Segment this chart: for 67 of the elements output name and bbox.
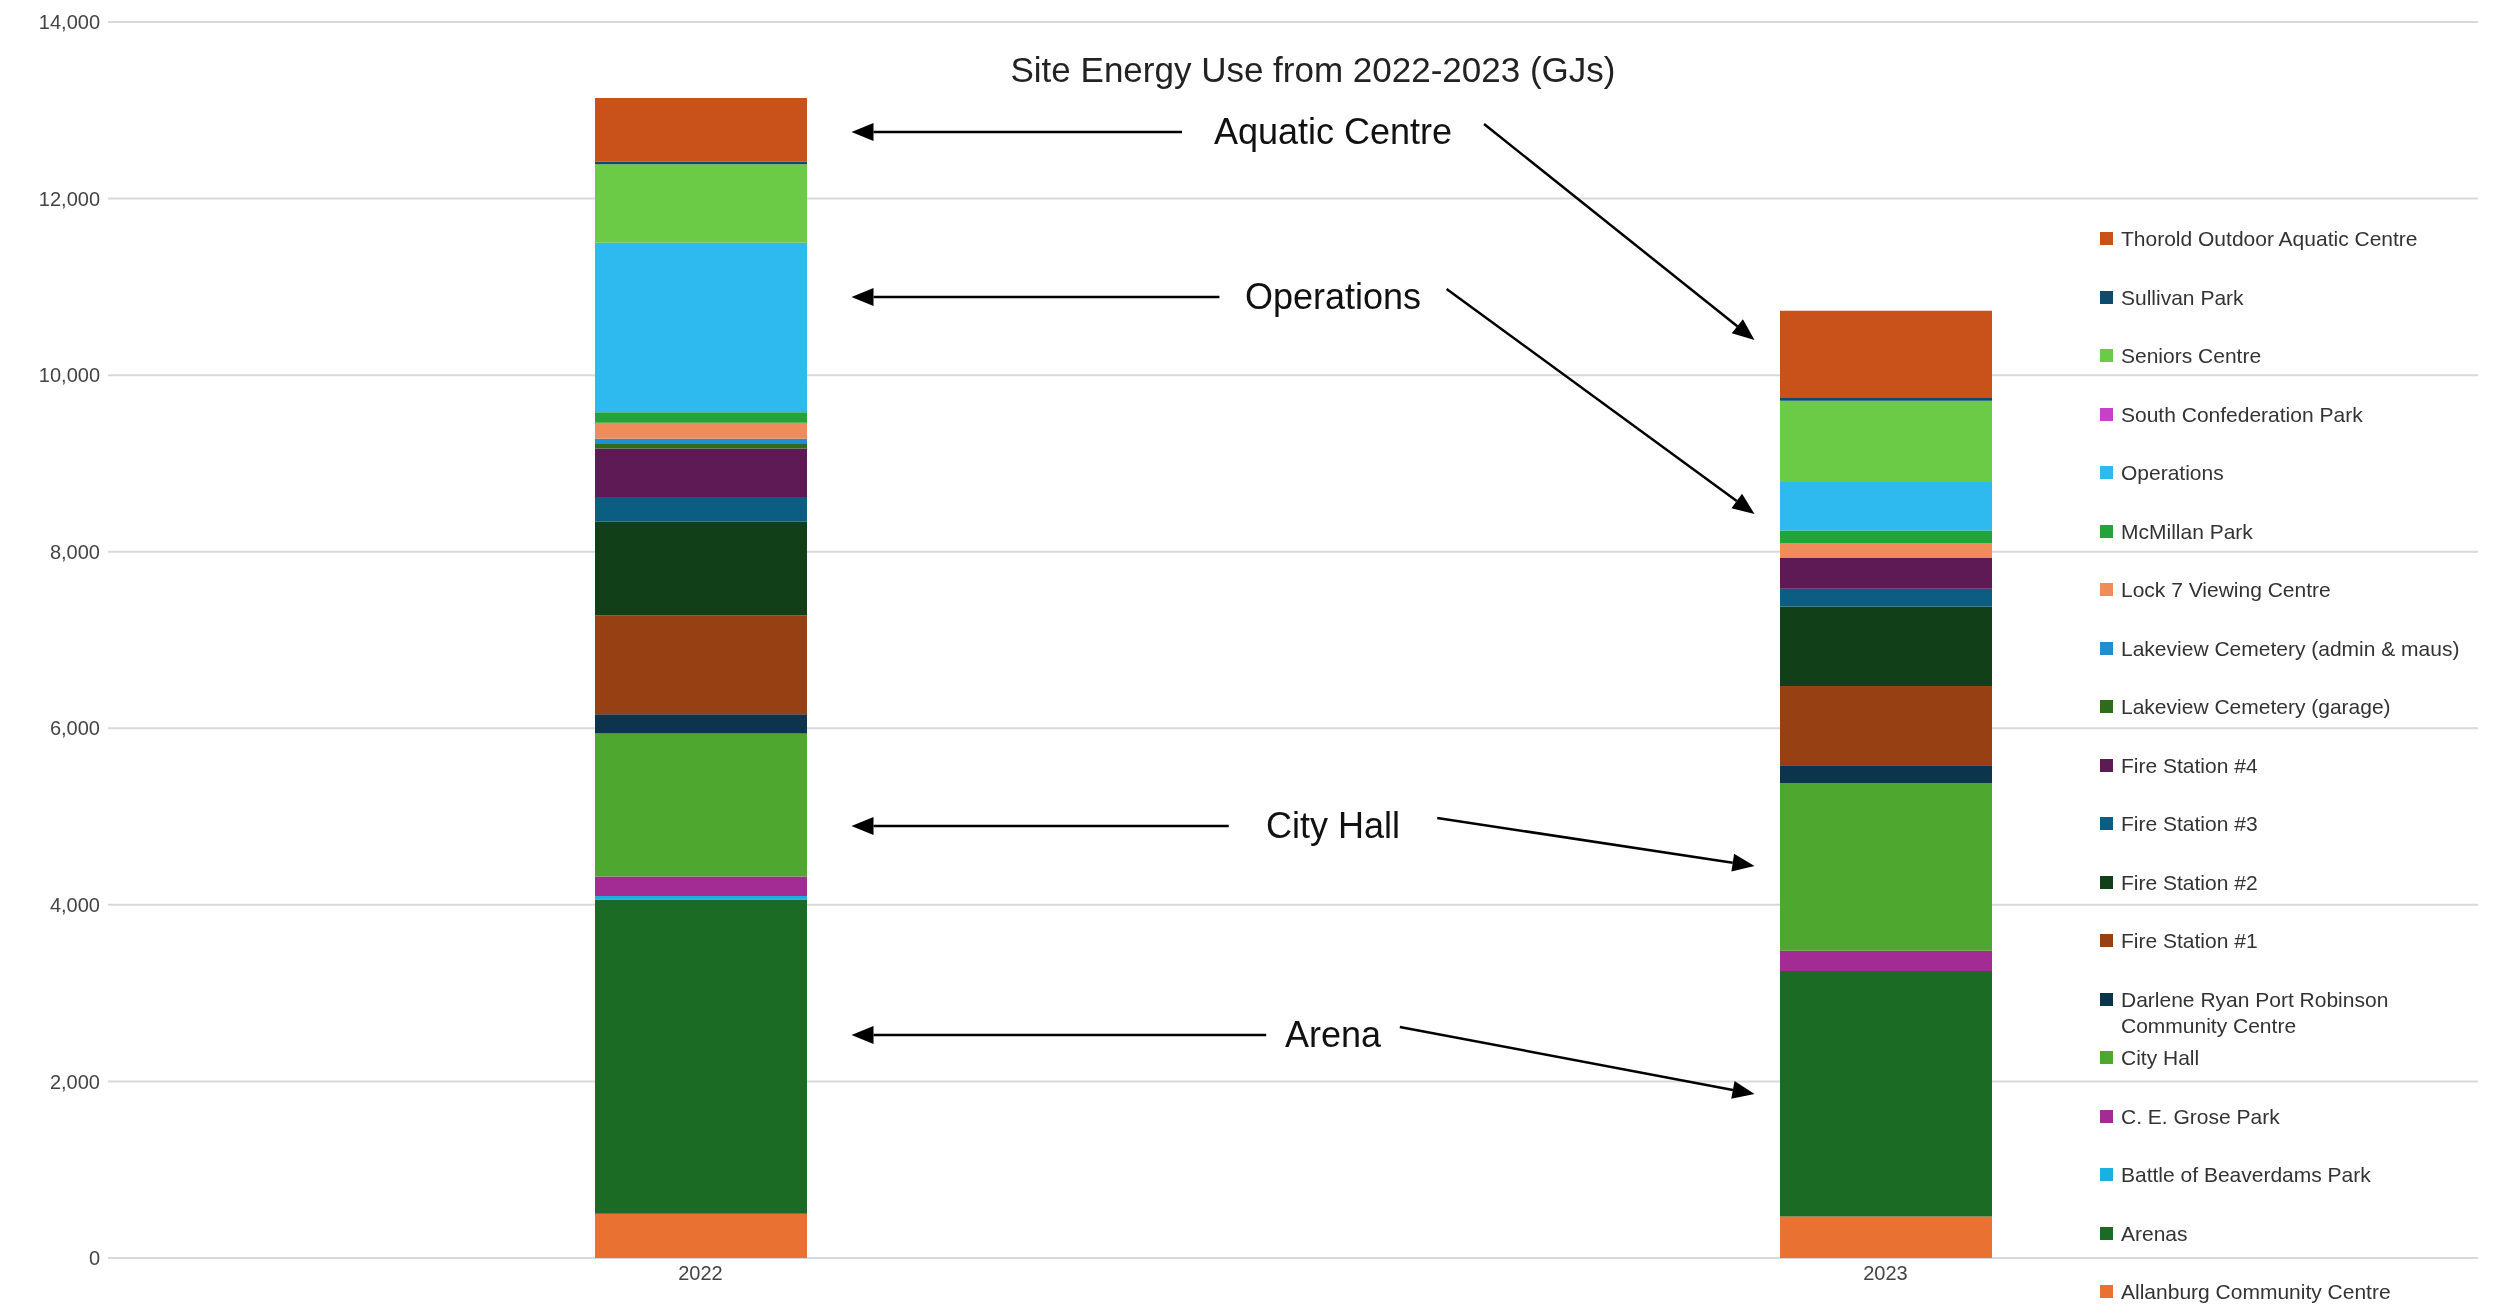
bar	[595, 521, 807, 616]
bar	[595, 422, 807, 439]
legend-label: Operations	[2121, 460, 2224, 486]
bar	[1780, 1216, 1992, 1258]
y-tick-label: 12,000	[38, 187, 100, 210]
y-tick-label: 2,000	[49, 1070, 100, 1093]
legend-label: Allanburg Community Centre	[2121, 1279, 2391, 1305]
bar	[595, 899, 807, 1214]
legend-label: Fire Station #2	[2121, 869, 2258, 896]
bar	[595, 496, 807, 522]
bar	[1780, 557, 1992, 589]
bar	[1780, 685, 1992, 766]
annotation: City Hall	[1265, 805, 1401, 846]
bar	[595, 444, 807, 449]
bar	[1780, 971, 1992, 1217]
bar	[595, 412, 807, 423]
bar	[595, 733, 807, 877]
annotation: Arena	[1284, 1014, 1382, 1055]
legend-label: Fire Station #4	[2121, 752, 2258, 779]
bar	[1780, 783, 1992, 951]
bar	[1780, 400, 1992, 482]
bar	[595, 896, 807, 900]
bar	[595, 438, 807, 445]
legend-label: Fire Station #1	[2121, 928, 2258, 954]
y-tick-label: 10,000	[38, 364, 100, 387]
legend-label: Battle of Beaverdams Park	[2121, 1162, 2371, 1188]
y-tick-label: 14,000	[38, 11, 100, 34]
bar	[595, 448, 807, 497]
bar	[595, 242, 807, 413]
bar	[1780, 765, 1992, 784]
bar	[595, 164, 807, 243]
bar	[1780, 950, 1992, 972]
y-tick-label: 0	[88, 1247, 100, 1270]
legend-label: Lock 7 Viewing Centre	[2121, 577, 2331, 603]
bar	[1780, 481, 1992, 531]
legend-label: McMillan Park	[2121, 518, 2253, 545]
legend-label: Darlene Ryan Port Robinson Community Centre	[2121, 986, 2390, 1039]
x-tick-label: 2023	[1863, 1262, 1908, 1285]
bar	[1780, 398, 1992, 401]
bar	[1780, 530, 1992, 543]
bar	[595, 1213, 807, 1258]
bar	[595, 714, 807, 734]
bar	[1780, 542, 1992, 558]
legend-label: Arenas	[2121, 1220, 2188, 1247]
bar	[595, 876, 807, 897]
legend-label: City Hall	[2121, 1045, 2200, 1071]
y-tick-label: 8,000	[49, 540, 100, 563]
bar	[1780, 588, 1992, 607]
legend-label: Sullivan Park	[2121, 284, 2244, 311]
bar	[595, 161, 807, 165]
legend-label: Lakeview Cemetery (garage)	[2121, 694, 2391, 720]
y-tick-label: 6,000	[49, 717, 100, 740]
text: Site Energy Use from 2022-2023 (GJs)	[1009, 50, 1617, 90]
legend-label: Seniors Centre	[2121, 343, 2262, 369]
legend-label: Fire Station #3	[2121, 811, 2258, 837]
bar	[1780, 310, 1992, 399]
legend-label: C. E. Grose Park	[2121, 1103, 2280, 1130]
y-tick-label: 4,000	[49, 893, 100, 916]
bar	[595, 97, 807, 162]
x-tick-label: 2022	[678, 1262, 723, 1285]
annotation: Operations	[1244, 276, 1422, 317]
legend-label: South Confederation Park	[2121, 401, 2363, 428]
bar	[1780, 606, 1992, 686]
legend-label: Lakeview Cemetery (admin & maus)	[2121, 635, 2460, 662]
annotation: Aquatic Centre	[1213, 111, 1453, 152]
bar	[595, 615, 807, 715]
legend-label: Thorold Outdoor Aquatic Centre	[2121, 226, 2418, 252]
